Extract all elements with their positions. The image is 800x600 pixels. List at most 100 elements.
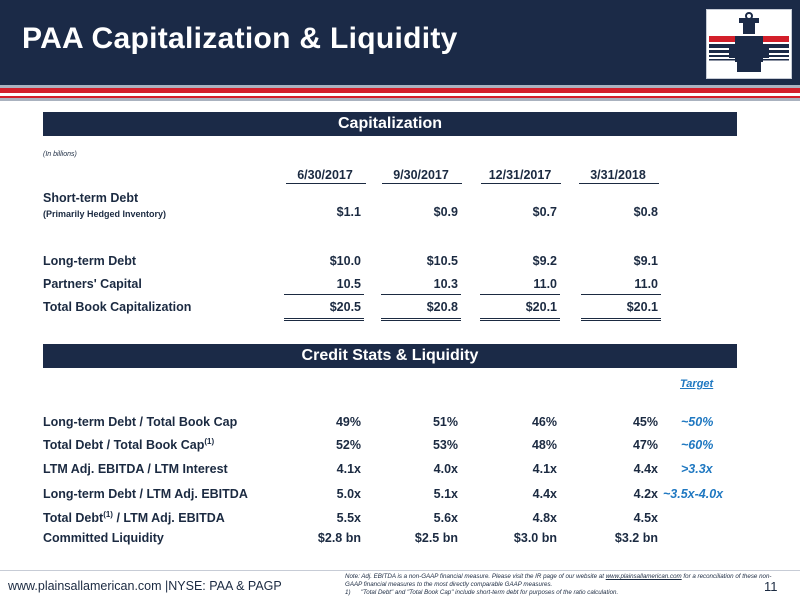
header-stripe xyxy=(0,85,800,88)
sum-line xyxy=(381,294,461,295)
cell-value: 4.1x xyxy=(336,462,361,476)
cell-value: 53% xyxy=(432,438,458,452)
target-value: ~3.5x-4.0x xyxy=(663,487,724,501)
cell-value: 52% xyxy=(335,438,361,452)
row-label: Total Debt(1) / LTM Adj. EBITDA xyxy=(43,510,225,525)
cell-value: $2.5 bn xyxy=(414,531,458,545)
website-link[interactable]: www.plainsallamerican.com xyxy=(8,579,162,593)
row-sublabel: (Primarily Hedged Inventory) xyxy=(43,209,167,219)
total-double-underline xyxy=(581,318,661,321)
note-text: Note: Adj. EBITDA is a non-GAAP financia… xyxy=(345,573,606,580)
footnote-text: "Total Debt" and "Total Book Cap" includ… xyxy=(360,589,619,596)
cell-value: 11.0 xyxy=(634,277,658,291)
row-label: LTM Adj. EBITDA / LTM Interest xyxy=(43,462,228,476)
target-value: ~50% xyxy=(681,415,714,429)
row-label: Partners' Capital xyxy=(43,277,142,291)
cell-value: 45% xyxy=(632,415,658,429)
cell-value: $10.5 xyxy=(426,254,458,268)
row-label: Total Debt / Total Book Cap(1) xyxy=(43,437,214,452)
credit-stats-section-header: Credit Stats & Liquidity xyxy=(43,344,737,368)
footnote-marker: (1) xyxy=(103,510,113,519)
header-stripe xyxy=(0,93,800,96)
cell-value: $2.8 bn xyxy=(317,531,361,545)
ticker-text: NYSE: PAA & PAGP xyxy=(168,579,282,593)
footnote-marker: (1) xyxy=(204,437,215,446)
cell-value: 5.0x xyxy=(336,487,361,501)
note-link[interactable]: www.plainsallamerican.com xyxy=(605,573,682,580)
cell-value: $3.2 bn xyxy=(614,531,658,545)
sum-line xyxy=(581,294,661,295)
row-label: Long-term Debt / Total Book Cap xyxy=(43,415,238,429)
note-text: for a reconciliation of these non-GAAP f… xyxy=(345,573,772,588)
column-header: 3/31/2018 xyxy=(590,168,646,182)
cell-value: 4.4x xyxy=(532,487,557,501)
capitalization-section-header: Capitalization xyxy=(43,112,737,136)
cell-value: 10.3 xyxy=(433,277,458,291)
valve-tower-logo-icon xyxy=(709,12,789,72)
total-double-underline xyxy=(480,318,560,321)
cell-value: $9.1 xyxy=(633,254,658,268)
row-label: Long-term Debt / LTM Adj. EBITDA xyxy=(43,487,248,501)
total-double-underline xyxy=(381,318,461,321)
footer-note: Note: Adj. EBITDA is a non-GAAP financia… xyxy=(345,573,775,597)
cell-value: $20.8 xyxy=(426,300,458,314)
cell-value: 4.0x xyxy=(433,462,458,476)
cell-value: 4.1x xyxy=(532,462,557,476)
header-stripe xyxy=(0,88,800,93)
cell-value: $20.1 xyxy=(626,300,658,314)
total-double-underline xyxy=(284,318,364,321)
cell-value: 48% xyxy=(531,438,557,452)
column-header: 6/30/2017 xyxy=(297,168,353,182)
header-stripe xyxy=(0,98,800,101)
cell-value: 47% xyxy=(632,438,658,452)
column-header-underline xyxy=(579,183,659,184)
footnote-number: 1) xyxy=(345,589,351,596)
header-stripe xyxy=(0,96,800,98)
column-header-underline xyxy=(481,183,561,184)
column-header: 12/31/2017 xyxy=(488,168,552,182)
page-title: PAA Capitalization & Liquidity xyxy=(22,22,458,55)
cell-value: $9.2 xyxy=(532,254,557,268)
row-label-text: Total Debt xyxy=(43,511,104,526)
cell-value: $0.9 xyxy=(433,205,458,219)
cell-value: 5.1x xyxy=(433,487,458,501)
row-label: Short-term Debt xyxy=(43,191,139,205)
company-logo xyxy=(706,9,792,79)
cell-value: 4.2x xyxy=(633,487,658,501)
row-label-text: Total Debt / Total Book Cap xyxy=(43,438,205,453)
cell-value: 5.5x xyxy=(336,511,361,525)
footer-separator: | xyxy=(165,579,169,593)
title-banner: PAA Capitalization & Liquidity xyxy=(0,0,800,85)
footer-divider xyxy=(0,570,800,571)
sum-line xyxy=(480,294,560,295)
cell-value: $0.7 xyxy=(532,205,557,219)
column-header-underline xyxy=(286,183,366,184)
cell-value: 51% xyxy=(432,415,458,429)
cell-value: 46% xyxy=(531,415,557,429)
cell-value: 4.4x xyxy=(633,462,658,476)
cell-value: $20.1 xyxy=(525,300,557,314)
column-header-underline xyxy=(382,183,462,184)
cell-value: $20.5 xyxy=(329,300,361,314)
cell-value: 11.0 xyxy=(533,277,557,291)
target-value: >3.3x xyxy=(681,462,713,476)
target-column-header: Target xyxy=(680,378,714,390)
target-value: ~60% xyxy=(681,438,714,452)
row-label-text: / LTM Adj. EBITDA xyxy=(112,511,225,526)
row-label: Long-term Debt xyxy=(43,254,137,268)
cell-value: $10.0 xyxy=(329,254,361,268)
row-label: Committed Liquidity xyxy=(43,531,164,545)
cell-value: 10.5 xyxy=(336,277,361,291)
cell-value: 4.5x xyxy=(633,511,658,525)
cell-value: $1.1 xyxy=(336,205,361,219)
row-label: Total Book Capitalization xyxy=(43,300,192,314)
cell-value: 49% xyxy=(335,415,361,429)
sum-line xyxy=(284,294,364,295)
cell-value: 4.8x xyxy=(532,511,557,525)
page-number: 11 xyxy=(764,579,778,594)
units-note: (In billions) xyxy=(43,151,77,158)
cell-value: $3.0 bn xyxy=(513,531,557,545)
footer-site: www.plainsallamerican.com |NYSE: PAA & P… xyxy=(8,579,282,593)
cell-value: 5.6x xyxy=(433,511,458,525)
cell-value: $0.8 xyxy=(633,205,658,219)
